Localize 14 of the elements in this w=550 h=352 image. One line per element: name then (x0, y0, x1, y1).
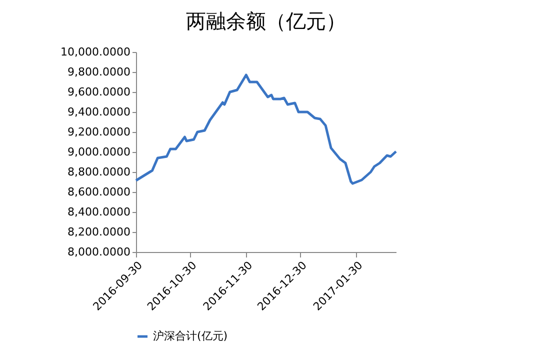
y-tick-label: 9,400.0000 (68, 106, 130, 118)
y-tick-label: 9,800.0000 (68, 66, 130, 78)
y-tick-label: 9,200.0000 (68, 126, 130, 138)
y-tick-label: 9,000.0000 (68, 146, 130, 158)
y-tick-label: 8,600.0000 (68, 186, 130, 198)
legend-label: 沪深合计(亿元) (153, 330, 228, 342)
y-tick-label: 8,800.0000 (68, 166, 130, 178)
y-tick-label: 10,000.0000 (60, 46, 130, 58)
chart-title: 两融余额（亿元） (186, 9, 346, 33)
y-tick-label: 8,000.0000 (68, 246, 130, 258)
y-tick-label: 8,200.0000 (68, 226, 130, 238)
line-series (134, 74, 398, 185)
y-tick-label: 8,400.0000 (68, 206, 130, 218)
y-tick-label: 9,600.0000 (68, 86, 130, 98)
